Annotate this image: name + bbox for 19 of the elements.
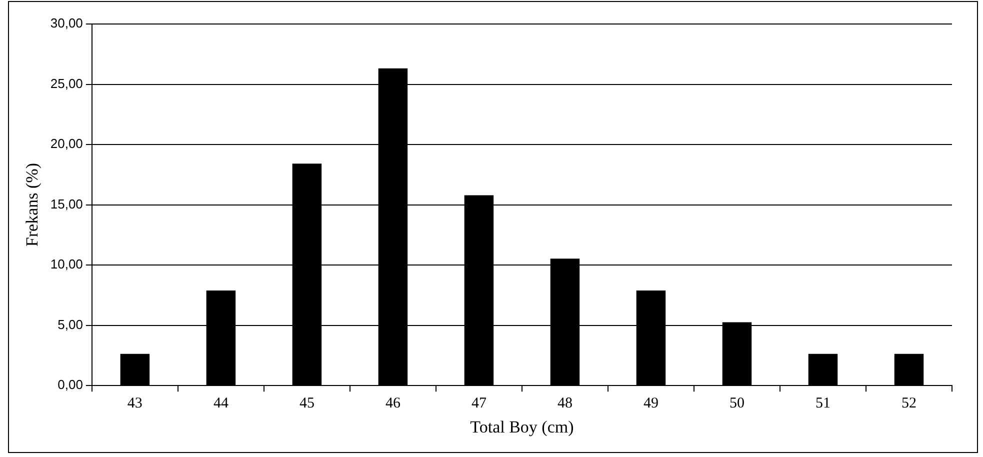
x-tick-label: 45 xyxy=(299,396,314,412)
x-tick-label: 51 xyxy=(815,396,830,412)
x-tick-label: 44 xyxy=(213,396,229,412)
x-tick-label: 46 xyxy=(385,396,401,412)
x-axis-title: Total Boy (cm) xyxy=(470,417,574,436)
y-axis-title: Frekans (%) xyxy=(22,163,42,247)
x-tick-label: 50 xyxy=(729,396,744,412)
y-tick-label: 5,00 xyxy=(58,316,83,332)
x-tick-label: 48 xyxy=(557,396,572,412)
x-tick-label: 49 xyxy=(643,396,658,412)
y-tick-label: 0,00 xyxy=(58,377,83,392)
y-tick-label: 10,00 xyxy=(50,256,83,272)
x-tick-label: 43 xyxy=(127,396,142,412)
x-tick-label: 52 xyxy=(901,396,916,412)
y-tick-label: 15,00 xyxy=(50,196,83,212)
y-tick-label: 20,00 xyxy=(50,136,83,152)
y-tick-label: 30,00 xyxy=(50,16,83,31)
x-tick-label: 47 xyxy=(471,396,487,412)
y-tick-label: 25,00 xyxy=(50,76,83,91)
